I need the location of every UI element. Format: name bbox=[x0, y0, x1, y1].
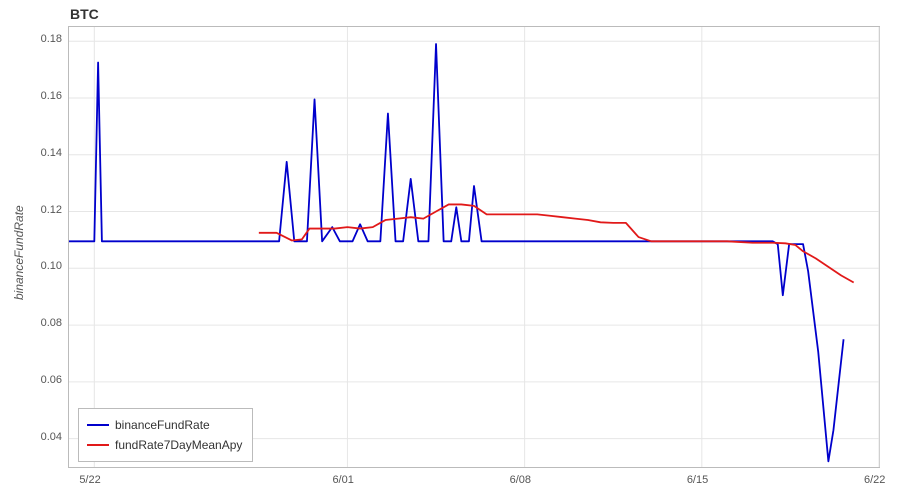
series-line bbox=[69, 44, 844, 461]
y-tick-label: 0.14 bbox=[28, 147, 62, 159]
x-tick-label: 6/15 bbox=[687, 474, 708, 486]
y-axis-label: binanceFundRate bbox=[12, 205, 26, 300]
y-tick-label: 0.16 bbox=[28, 90, 62, 102]
chart-container: BTC binanceFundRate 0.04 0.06 0.08 0.10 0.12… bbox=[0, 0, 900, 500]
legend-label: binanceFundRate bbox=[115, 415, 210, 435]
legend-label: fundRate7DayMeanApy bbox=[115, 435, 242, 455]
y-tick-label: 0.12 bbox=[28, 204, 62, 216]
x-tick-label: 6/08 bbox=[510, 474, 531, 486]
y-tick-label: 0.06 bbox=[28, 374, 62, 386]
legend-swatch bbox=[87, 424, 109, 426]
x-tick-label: 6/01 bbox=[332, 474, 353, 486]
y-tick-label: 0.04 bbox=[28, 431, 62, 443]
legend-item: fundRate7DayMeanApy bbox=[87, 435, 242, 455]
x-tick-label: 5/22 bbox=[79, 474, 100, 486]
y-tick-label: 0.08 bbox=[28, 317, 62, 329]
series-line bbox=[259, 204, 854, 282]
legend: binanceFundRatefundRate7DayMeanApy bbox=[78, 408, 253, 462]
y-tick-label: 0.18 bbox=[28, 33, 62, 45]
legend-item: binanceFundRate bbox=[87, 415, 242, 435]
x-tick-label: 6/22 bbox=[864, 474, 885, 486]
y-tick-label: 0.10 bbox=[28, 260, 62, 272]
plot-area bbox=[68, 26, 880, 468]
legend-swatch bbox=[87, 444, 109, 446]
chart-title: BTC bbox=[70, 6, 99, 22]
